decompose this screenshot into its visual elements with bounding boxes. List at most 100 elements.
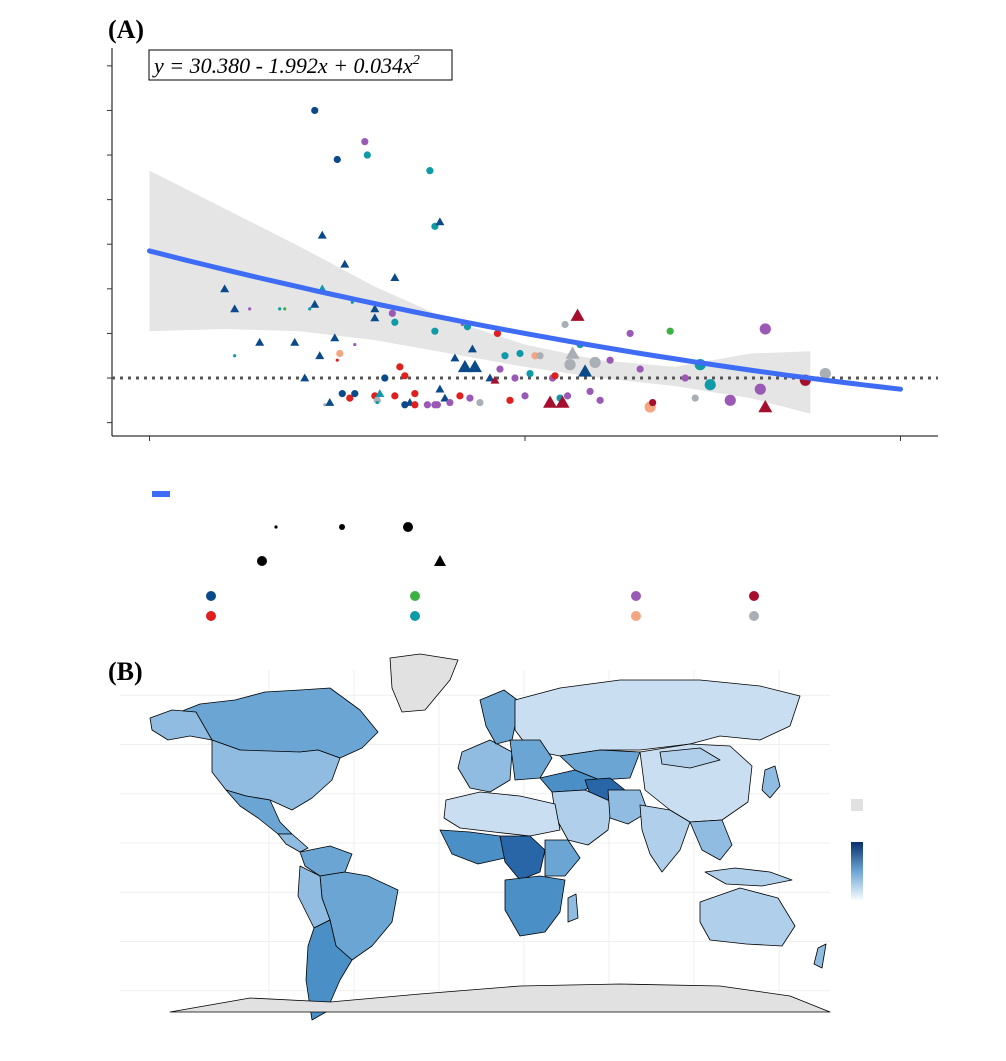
data-point-circle [373,396,381,404]
data-point-circle [536,352,544,360]
data-point-circle [506,396,514,404]
country-antarctica [169,983,831,1013]
legend-population-dot [403,522,413,532]
country-western-europe [457,739,513,793]
data-point-circle [401,372,409,380]
data-point-circle [563,392,572,400]
legend-region-dot [749,591,759,601]
na-swatch [851,799,863,811]
data-point-circle [363,151,371,159]
legend-regression-swatch [152,491,170,497]
data-point-circle [501,352,509,360]
data-point-circle [353,342,357,347]
data-point-circle [423,401,431,409]
legend-region-dot [206,591,216,601]
data-point-triangle [457,359,472,373]
data-point-circle [754,383,766,395]
data-point-circle [724,394,736,406]
equation-box [148,49,453,81]
data-point-circle [381,374,389,382]
data-point-circle [496,365,504,373]
data-point-triangle [290,337,300,346]
legend-income-circle [257,556,267,566]
data-point-triangle [555,395,570,408]
panel-a-label: (A) [108,15,144,44]
data-point-circle [456,392,464,400]
data-point-triangle [543,395,558,408]
data-point-triangle [340,259,350,268]
data-point-triangle [325,398,335,406]
map-area [120,653,863,1021]
country-canada [171,687,379,759]
data-point-circle [396,363,404,371]
country-west-africa [439,829,506,865]
country-alaska [149,709,213,741]
data-point-circle [333,155,341,164]
data-point-circle [516,349,524,358]
data-point-triangle [230,304,240,313]
legend-income-triangle [434,555,446,566]
data-point-circle [551,372,559,380]
equation-exponent: 2 [413,53,420,68]
legend-population-dot [339,524,345,530]
data-point-triangle [485,373,495,382]
data-point-triangle [467,359,482,373]
data-point-circle [411,401,419,409]
panel-b-label: (B) [108,657,143,686]
country-japan [761,765,781,799]
data-point-circle [391,392,399,400]
data-point-triangle [758,400,773,413]
data-point-circle [681,374,689,382]
data-point-circle [466,394,474,402]
data-point-circle [346,394,354,402]
data-point-triangle [310,299,320,308]
legend-region-dot [410,591,420,601]
country-mongolia [659,747,721,769]
legend-region-dot [749,611,759,621]
country-madagascar [567,893,579,923]
data-point-triangle [317,230,327,239]
data-point-circle [338,390,346,398]
country-eastern-europe [509,739,553,781]
country-australia [699,887,796,947]
country-southern-africa [504,875,566,937]
data-point-circle [361,138,369,146]
data-point-circle [564,359,576,371]
country-middle-east [551,789,613,846]
data-point-circle [433,401,441,409]
country-indonesia [704,867,793,887]
color-scale-bar [851,842,863,900]
data-point-circle [511,374,519,382]
data-point-circle [636,365,644,373]
data-point-circle [233,354,237,358]
legend-region-dot [631,611,641,621]
country-southeast-asia [689,819,733,861]
data-point-circle [426,167,434,175]
data-point-circle [521,392,529,400]
country-central-america [277,833,309,853]
data-point-triangle [370,313,380,322]
country-iran-afghan [607,789,649,825]
scatter-chart: (A) y = 30.380 - 1.992x + 0.034x2 [107,15,938,621]
data-point-circle [649,398,657,407]
data-point-circle [401,401,409,409]
data-point-triangle [450,353,460,362]
data-point-circle [283,307,287,311]
country-greenland [389,653,459,713]
data-point-circle [526,369,534,378]
data-point-triangle [435,384,445,393]
data-point-triangle [440,393,450,402]
data-point-triangle [370,304,380,313]
data-point-circle [391,318,399,326]
data-point-triangle [565,346,580,359]
data-point-triangle [578,364,593,377]
legend-region-dot [410,611,420,621]
data-point-circle [411,390,419,398]
data-point-circle [596,396,604,404]
data-point-circle [626,329,634,338]
data-point-circle [278,307,282,311]
data-point-circle [375,400,379,405]
data-point-circle [561,320,569,329]
chart-legend [152,491,759,621]
data-point-circle [819,367,831,380]
